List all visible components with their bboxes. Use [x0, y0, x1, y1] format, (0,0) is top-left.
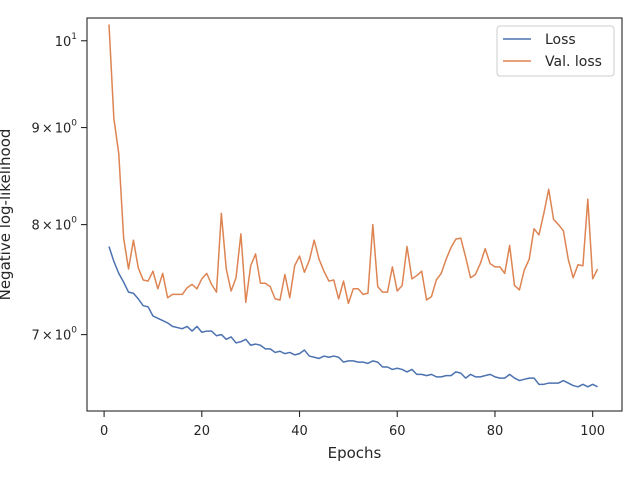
x-tick-label: 80	[487, 424, 504, 439]
x-axis-label: Epochs	[328, 444, 382, 462]
y-tick-label: 7 × 100	[32, 326, 78, 344]
y-axis: 7 × 100 8 × 100 9 × 100 101	[32, 32, 87, 344]
x-axis: 0 20 40 60 80 100	[100, 411, 605, 439]
series-line-val-loss	[108, 24, 599, 305]
series-line-loss	[108, 246, 598, 388]
x-tick-label: 0	[100, 424, 108, 439]
plot-area	[86, 17, 623, 412]
y-tick-label: 9 × 100	[32, 119, 78, 137]
x-tick-label: 60	[389, 424, 406, 439]
x-tick-label: 40	[291, 424, 308, 439]
x-tick-label: 100	[580, 424, 605, 439]
legend-label: Loss	[545, 32, 576, 48]
y-axis-label: Negative log-likelihood	[0, 129, 14, 301]
y-tick-label: 8 × 100	[32, 216, 78, 234]
series-layer	[108, 24, 599, 388]
y-tick-label: 101	[55, 32, 77, 50]
x-tick-label: 20	[194, 424, 211, 439]
legend-label: Val. loss	[545, 54, 602, 70]
legend: Loss Val. loss	[496, 25, 615, 77]
